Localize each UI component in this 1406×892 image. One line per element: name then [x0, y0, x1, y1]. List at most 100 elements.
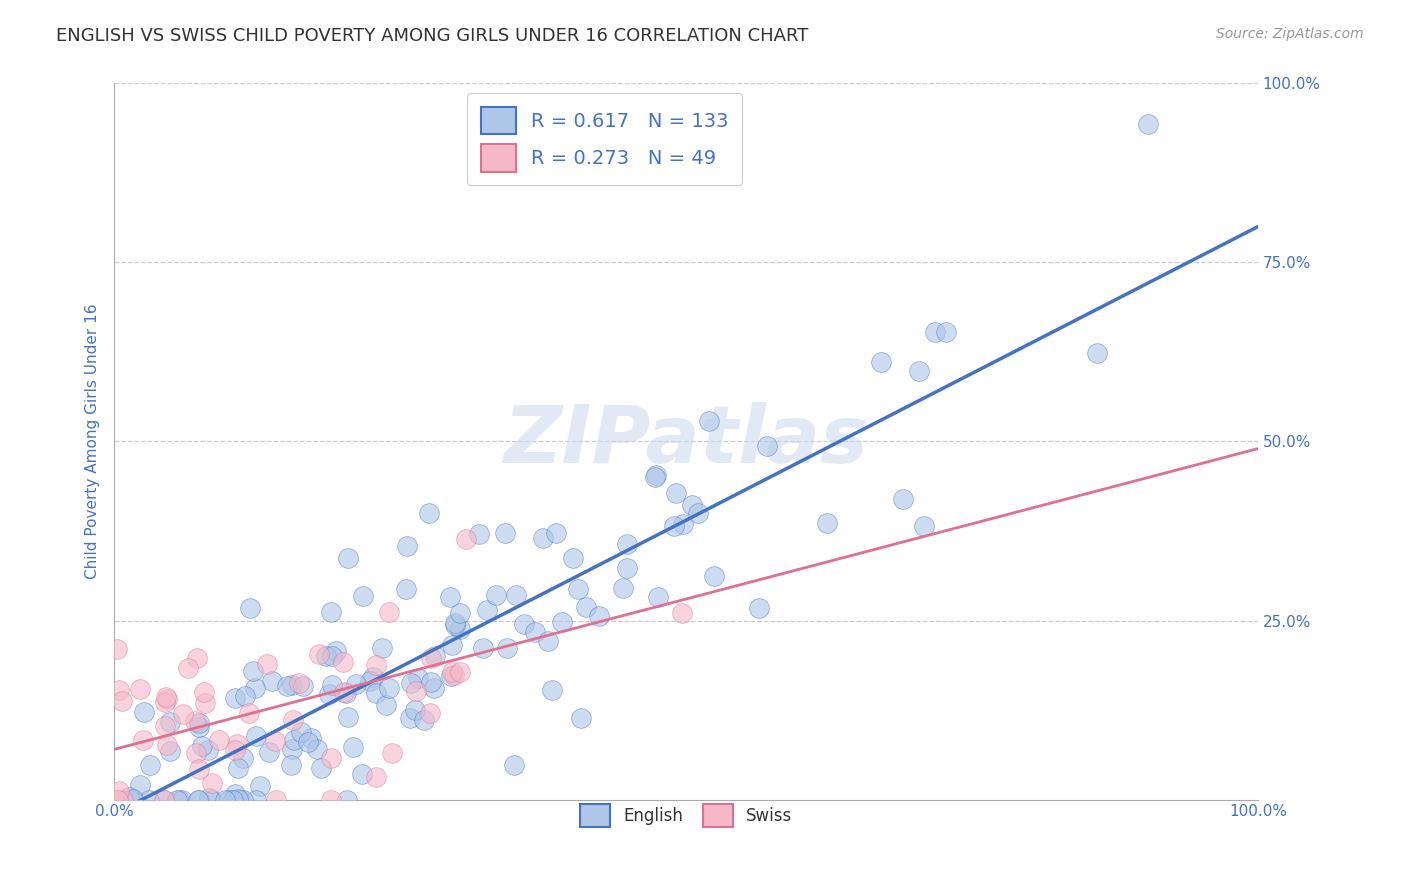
Point: [318, 687, 340, 701]
Point: [418, 506, 440, 520]
Point: [870, 355, 893, 369]
Point: [201, 776, 224, 790]
Point: [366, 657, 388, 672]
Point: [361, 670, 384, 684]
Point: [239, 601, 262, 615]
Point: [420, 675, 443, 690]
Point: [908, 364, 931, 378]
Point: [299, 731, 322, 745]
Point: [226, 761, 249, 775]
Point: [1085, 346, 1108, 360]
Point: [335, 686, 357, 700]
Point: [138, 792, 160, 806]
Point: [139, 758, 162, 772]
Text: ENGLISH VS SWISS CHILD POVERTY AMONG GIRLS UNDER 16 CORRELATION CHART: ENGLISH VS SWISS CHILD POVERTY AMONG GIR…: [56, 27, 808, 45]
Point: [159, 714, 181, 729]
Point: [232, 792, 254, 806]
Point: [396, 539, 419, 553]
Point: [681, 498, 703, 512]
Point: [672, 517, 695, 532]
Point: [496, 641, 519, 656]
Point: [197, 743, 219, 757]
Point: [188, 792, 211, 806]
Point: [494, 526, 516, 541]
Point: [567, 582, 589, 597]
Point: [456, 532, 478, 546]
Point: [224, 787, 246, 801]
Point: [644, 469, 666, 483]
Point: [184, 747, 207, 761]
Point: [105, 641, 128, 656]
Point: [399, 711, 422, 725]
Point: [485, 588, 508, 602]
Point: [264, 734, 287, 748]
Point: [337, 550, 360, 565]
Point: [281, 713, 304, 727]
Point: [280, 757, 302, 772]
Point: [664, 519, 686, 533]
Point: [439, 668, 461, 682]
Point: [107, 792, 129, 806]
Point: [288, 676, 311, 690]
Point: [333, 685, 356, 699]
Point: [321, 649, 343, 664]
Point: [352, 589, 374, 603]
Point: [229, 792, 252, 806]
Point: [891, 492, 914, 507]
Point: [167, 792, 190, 806]
Point: [332, 655, 354, 669]
Y-axis label: Child Poverty Among Girls Under 16: Child Poverty Among Girls Under 16: [86, 304, 100, 579]
Point: [172, 706, 194, 721]
Point: [336, 792, 359, 806]
Point: [166, 792, 188, 806]
Point: [159, 744, 181, 758]
Point: [441, 665, 464, 679]
Point: [575, 600, 598, 615]
Point: [170, 792, 193, 806]
Point: [439, 590, 461, 604]
Point: [420, 650, 443, 665]
Point: [222, 792, 245, 806]
Point: [190, 739, 212, 753]
Point: [238, 706, 260, 720]
Point: [755, 438, 778, 452]
Point: [441, 638, 464, 652]
Point: [321, 605, 343, 619]
Text: Source: ZipAtlas.com: Source: ZipAtlas.com: [1216, 27, 1364, 41]
Point: [121, 792, 143, 806]
Point: [748, 601, 770, 615]
Point: [703, 569, 725, 583]
Point: [467, 527, 489, 541]
Text: ZIPatlas: ZIPatlas: [503, 402, 869, 481]
Point: [697, 414, 720, 428]
Point: [588, 609, 610, 624]
Point: [378, 605, 401, 619]
Point: [404, 703, 426, 717]
Point: [321, 678, 343, 692]
Point: [815, 516, 838, 530]
Point: [153, 792, 176, 806]
Point: [187, 716, 209, 731]
Point: [128, 681, 150, 696]
Point: [188, 720, 211, 734]
Point: [472, 640, 495, 655]
Point: [305, 741, 328, 756]
Point: [256, 657, 278, 671]
Point: [187, 792, 209, 806]
Point: [503, 758, 526, 772]
Point: [131, 732, 153, 747]
Point: [443, 667, 465, 681]
Point: [281, 742, 304, 756]
Point: [249, 779, 271, 793]
Point: [224, 743, 246, 757]
Point: [193, 685, 215, 699]
Point: [423, 681, 446, 695]
Point: [132, 705, 155, 719]
Point: [342, 740, 364, 755]
Point: [665, 485, 688, 500]
Point: [233, 689, 256, 703]
Point: [276, 679, 298, 693]
Point: [647, 591, 669, 605]
Point: [260, 673, 283, 688]
Point: [226, 791, 249, 805]
